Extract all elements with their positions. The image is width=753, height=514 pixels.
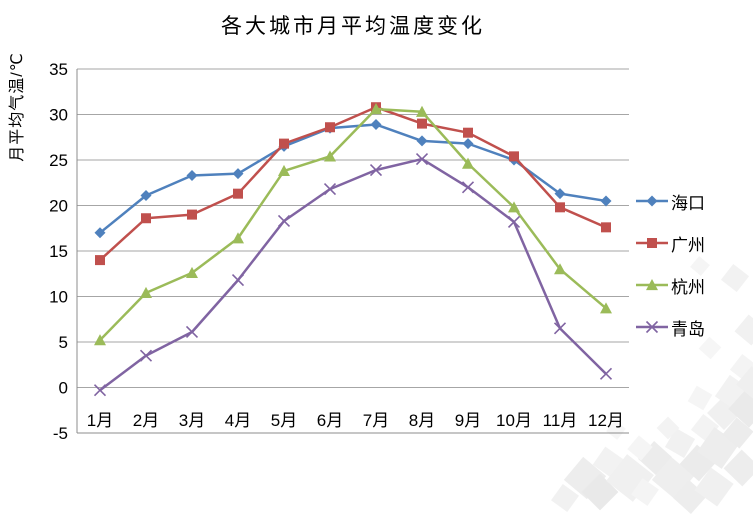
- marker-square-icon: [279, 138, 289, 149]
- y-tick-label: 10: [49, 288, 68, 307]
- marker-diamond-icon: [140, 189, 152, 201]
- marker-diamond-icon: [370, 119, 382, 131]
- marker-x-icon: [323, 183, 337, 196]
- x-category-label: 2月: [133, 411, 159, 430]
- marker-x-icon: [139, 349, 153, 362]
- marker-triangle-icon: [140, 286, 152, 298]
- legend-item-2: 杭州: [636, 264, 751, 306]
- marker-triangle-icon: [508, 201, 520, 213]
- marker-square-icon: [141, 213, 151, 224]
- marker-square-icon: [601, 222, 611, 233]
- legend: 海口 广州 杭州 青岛: [636, 180, 751, 348]
- marker-diamond-icon: [462, 138, 474, 150]
- x-category-label: 8月: [409, 411, 435, 430]
- marker-x-icon: [93, 384, 107, 397]
- marker-square-icon: [417, 118, 427, 129]
- marker-diamond-icon: [186, 169, 198, 181]
- y-tick-label: 15: [49, 242, 68, 261]
- chart-page: { "chart_data": { "type": "line", "title…: [9, 15, 753, 514]
- legend-label: 青岛: [671, 319, 705, 339]
- series-line-2: [99, 107, 607, 342]
- x-category-label: 11月: [543, 411, 578, 430]
- marker-x-icon: [461, 181, 475, 194]
- series-line-3: [99, 157, 607, 392]
- y-tick-label: 25: [49, 151, 68, 170]
- legend-x-icon: [636, 320, 668, 334]
- y-tick-label: 0: [59, 379, 68, 398]
- marker-x-icon: [185, 325, 199, 339]
- x-category-label: 4月: [225, 411, 251, 430]
- marker-x-icon: [645, 320, 659, 334]
- legend-label: 广州: [671, 235, 705, 255]
- marker-diamond-icon: [232, 168, 244, 180]
- x-category-label: 5月: [271, 411, 297, 430]
- marker-square-icon: [95, 255, 105, 266]
- x-category-label: 9月: [455, 411, 481, 430]
- plot-area: 35 30 25 20 15 10 5 0 -5 1月 2月 3月 4月 5月 6月 7月 8月 9月 10月 11月…: [49, 60, 629, 443]
- chart-title: 各大城市月平均温度变化: [221, 15, 485, 38]
- series-line-1: [99, 105, 607, 262]
- legend-diamond-icon: [636, 195, 668, 207]
- marker-x-icon: [231, 274, 245, 287]
- legend-item-0: 海口: [636, 180, 751, 222]
- marker-diamond-icon: [600, 195, 612, 207]
- marker-square-icon: [233, 188, 243, 199]
- y-tick-label: 20: [49, 197, 68, 216]
- marker-square-icon: [187, 209, 197, 220]
- marker-square-icon: [555, 202, 565, 213]
- marker-triangle-icon: [232, 232, 244, 244]
- marker-triangle-icon: [554, 263, 566, 275]
- legend-item-3: 青岛: [636, 306, 751, 348]
- legend-label: 杭州: [671, 277, 705, 297]
- marker-triangle-icon: [646, 279, 658, 291]
- x-category-label: 3月: [179, 411, 205, 430]
- x-category-label: 7月: [363, 411, 389, 430]
- y-tick-label: 5: [59, 333, 68, 352]
- marker-x-icon: [553, 322, 567, 335]
- marker-x-icon: [507, 215, 521, 228]
- marker-square-icon: [325, 122, 335, 133]
- marker-square-icon: [647, 238, 657, 248]
- legend-item-1: 广州: [636, 222, 751, 264]
- marker-diamond-icon: [554, 188, 566, 200]
- marker-diamond-icon: [416, 135, 428, 147]
- y-tick-label: 30: [49, 106, 68, 125]
- marker-triangle-icon: [462, 157, 474, 169]
- marker-square-icon: [463, 127, 473, 138]
- marker-diamond-icon: [94, 227, 106, 239]
- marker-x-icon: [415, 153, 429, 166]
- marker-x-icon: [599, 367, 613, 380]
- marker-triangle-icon: [370, 103, 382, 115]
- legend-label: 海口: [671, 193, 705, 213]
- marker-triangle-icon: [416, 105, 428, 117]
- y-tick-label: 35: [49, 60, 68, 79]
- x-category-label: 12月: [588, 411, 624, 430]
- marker-triangle-icon: [278, 164, 290, 177]
- legend-square-icon: [636, 238, 668, 248]
- legend-triangle-icon: [636, 279, 668, 291]
- marker-diamond-icon: [646, 195, 658, 207]
- x-category-label: 6月: [317, 411, 343, 430]
- y-tick-label: -5: [53, 424, 68, 443]
- marker-x-icon: [369, 163, 383, 177]
- marker-triangle-icon: [186, 266, 198, 278]
- marker-square-icon: [509, 151, 519, 162]
- x-category-label: 10月: [496, 411, 532, 430]
- x-category-label: 1月: [87, 411, 113, 430]
- marker-x-icon: [277, 214, 291, 228]
- marker-triangle-icon: [600, 302, 612, 314]
- marker-triangle-icon: [324, 150, 336, 162]
- marker-triangle-icon: [94, 334, 106, 346]
